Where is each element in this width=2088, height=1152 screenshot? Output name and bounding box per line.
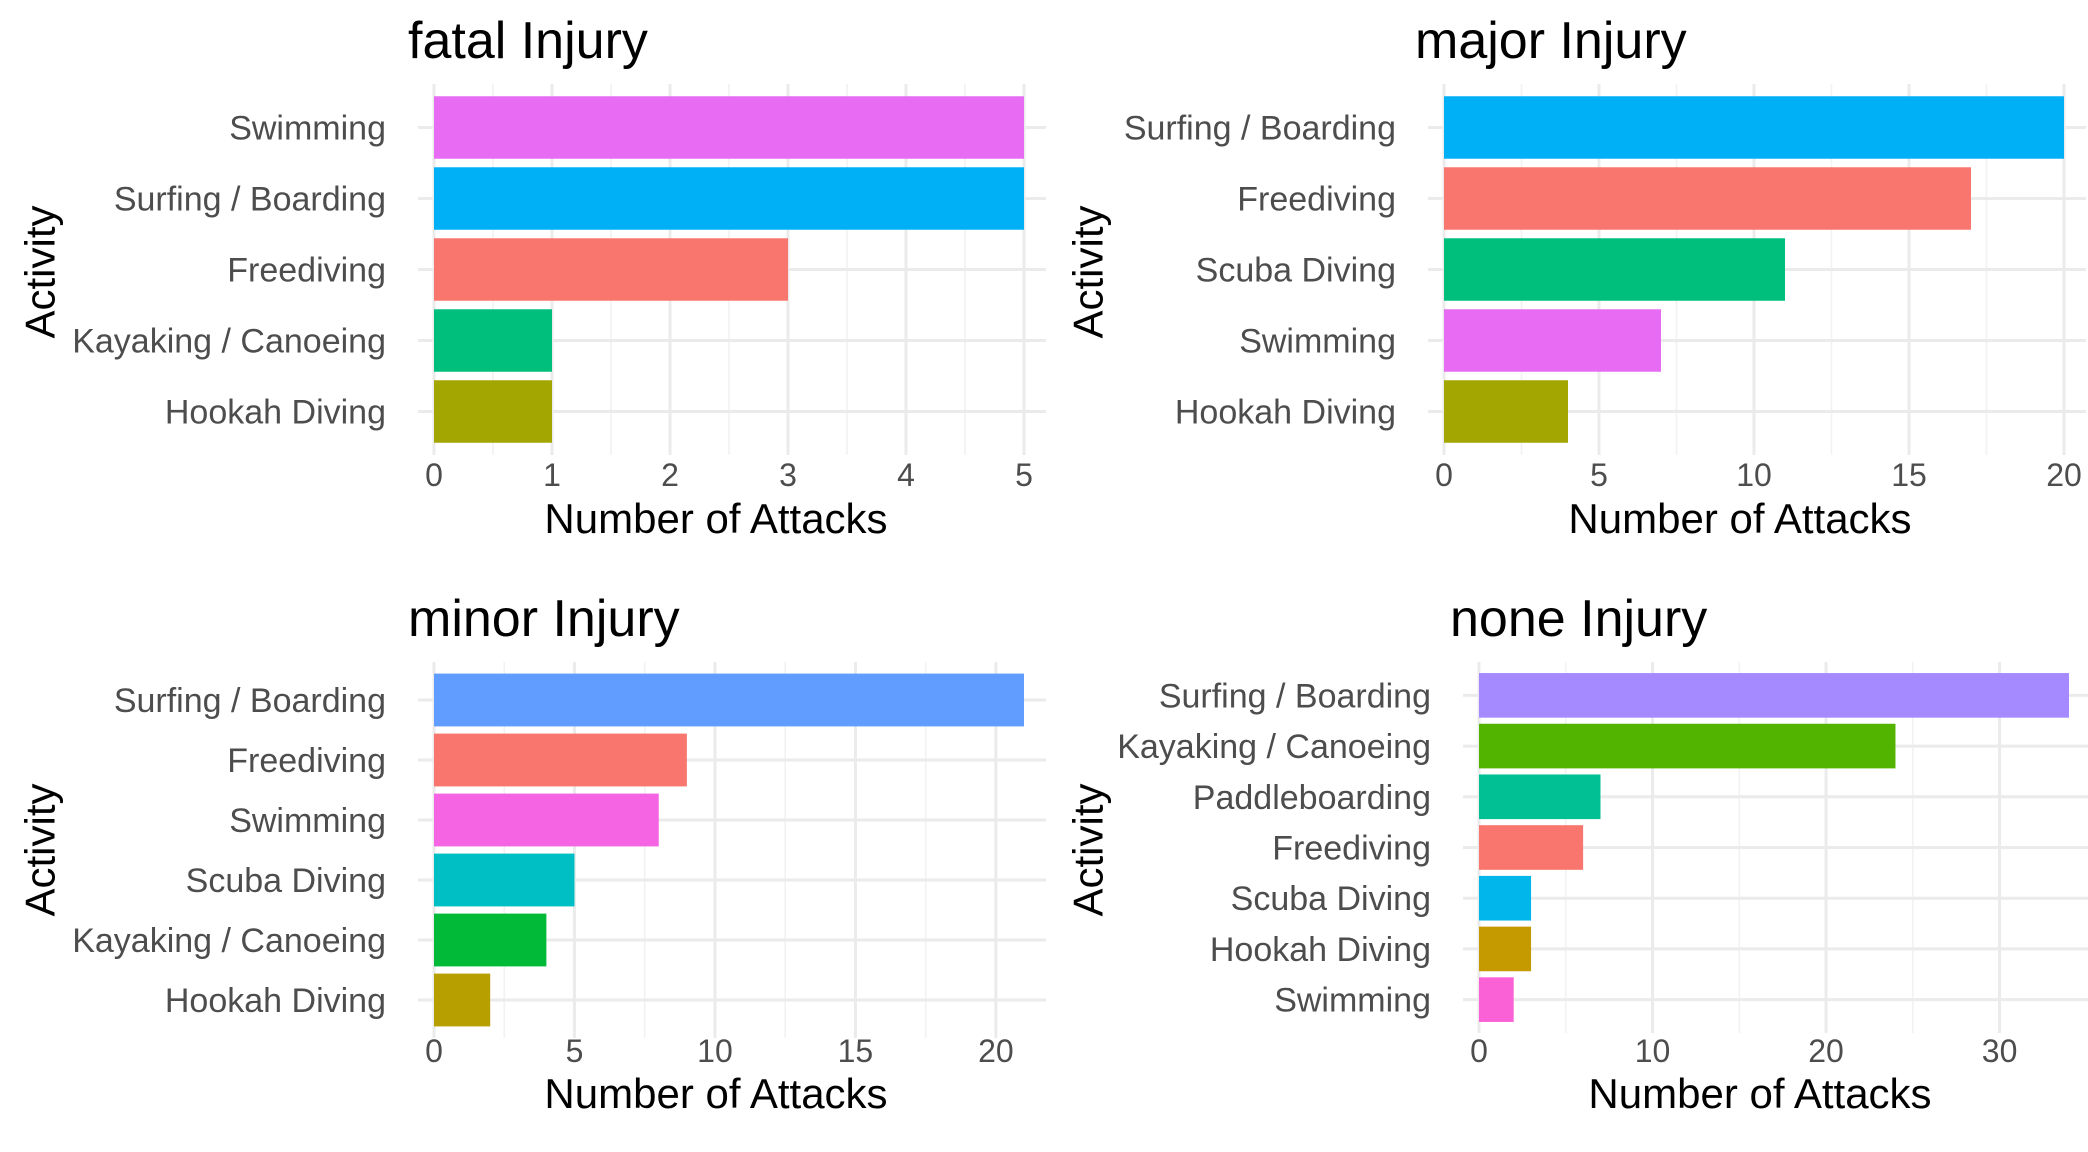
panel-title: fatal Injury (408, 12, 648, 70)
x-tick-label: 15 (1891, 457, 1927, 493)
x-tick-label: 0 (425, 457, 443, 493)
category-label: Kayaking / Canoeing (1117, 728, 1431, 766)
bar (434, 96, 1024, 159)
x-axis-title: Number of Attacks (544, 1070, 887, 1117)
bar (434, 793, 659, 847)
bar (434, 167, 1024, 230)
bar (1479, 774, 1601, 820)
bar (1444, 309, 1661, 372)
y-axis-title: Activity (17, 783, 64, 916)
x-tick-label: 0 (425, 1033, 443, 1069)
category-label: Swimming (229, 110, 386, 148)
bar (1479, 673, 2069, 718)
bar (1479, 723, 1896, 769)
x-tick-label: 3 (779, 457, 797, 493)
category-label: Hookah Diving (1210, 931, 1431, 969)
category-label: Freediving (1272, 830, 1431, 868)
bar (1479, 825, 1584, 870)
category-label: Swimming (1274, 982, 1431, 1020)
category-label: Freediving (227, 742, 386, 780)
x-tick-label: 15 (838, 1033, 874, 1069)
x-tick-label: 20 (978, 1033, 1014, 1069)
bar (434, 309, 552, 372)
x-axis-title: Number of Attacks (1568, 495, 1911, 542)
bar (434, 673, 1024, 727)
category-label: Freediving (1237, 181, 1396, 219)
x-tick-label: 5 (566, 1033, 584, 1069)
x-tick-label: 10 (1635, 1033, 1671, 1069)
panel-title: minor Injury (408, 590, 680, 648)
x-axis-title: Number of Attacks (544, 495, 887, 542)
x-tick-label: 0 (1435, 457, 1453, 493)
category-label: Scuba Diving (1231, 880, 1431, 918)
category-label: Paddleboarding (1193, 779, 1431, 817)
panel-2: major Injury 0 5 10 15 20 Surfing / Boarding Fr… (1065, 12, 2086, 542)
bar (434, 913, 547, 967)
y-axis-title: Activity (1065, 783, 1112, 916)
x-tick-label: 4 (897, 457, 915, 493)
y-axis-title: Activity (1065, 205, 1112, 338)
bar (434, 733, 687, 787)
x-tick-label: 10 (1736, 457, 1772, 493)
panel-title: major Injury (1415, 12, 1687, 70)
category-label: Hookah Diving (165, 982, 386, 1020)
bar (434, 380, 552, 443)
panel-4: none Injury 0 10 20 30 Surfing / Boarding Kaya… (1065, 590, 2088, 1117)
x-tick-label: 20 (1808, 1033, 1844, 1069)
panel-title: none Injury (1450, 590, 1707, 648)
category-label: Kayaking / Canoeing (72, 922, 386, 960)
bar (1479, 926, 1532, 972)
x-tick-label: 20 (2046, 457, 2082, 493)
category-label: Swimming (229, 802, 386, 840)
category-label: Freediving (227, 252, 386, 290)
category-label: Surfing / Boarding (1159, 677, 1431, 715)
bar (434, 238, 788, 301)
category-label: Surfing / Boarding (114, 181, 386, 219)
bar (1479, 875, 1532, 921)
x-tick-label: 1 (543, 457, 561, 493)
bar (1444, 238, 1785, 301)
x-tick-label: 10 (697, 1033, 733, 1069)
category-label: Scuba Diving (1196, 252, 1396, 290)
category-label: Scuba Diving (186, 862, 386, 900)
bar (1444, 96, 2064, 159)
x-tick-label: 30 (1982, 1033, 2018, 1069)
bar (434, 853, 575, 907)
y-axis-title: Activity (17, 205, 64, 338)
category-label: Surfing / Boarding (1124, 110, 1396, 148)
x-tick-label: 5 (1015, 457, 1033, 493)
x-tick-label: 5 (1590, 457, 1608, 493)
bar (434, 973, 491, 1027)
category-label: Swimming (1239, 323, 1396, 361)
category-label: Surfing / Boarding (114, 682, 386, 720)
category-label: Hookah Diving (165, 394, 386, 432)
x-tick-label: 2 (661, 457, 679, 493)
bar (1479, 977, 1514, 1022)
bar (1444, 167, 1971, 230)
panel-1: fatal Injury 0 1 2 3 4 5 Swimming Surfing / Boar… (17, 12, 1046, 542)
x-tick-label: 0 (1470, 1033, 1488, 1069)
category-label: Kayaking / Canoeing (72, 323, 386, 361)
panel-3: minor Injury 0 5 10 15 20 Surfing / Boarding Fr… (17, 590, 1046, 1117)
x-axis-title: Number of Attacks (1588, 1070, 1931, 1117)
category-label: Hookah Diving (1175, 394, 1396, 432)
bar (1444, 380, 1568, 443)
